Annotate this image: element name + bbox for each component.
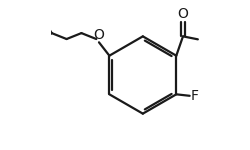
Text: F: F	[191, 89, 199, 103]
Text: O: O	[178, 7, 188, 21]
Text: O: O	[93, 28, 104, 42]
